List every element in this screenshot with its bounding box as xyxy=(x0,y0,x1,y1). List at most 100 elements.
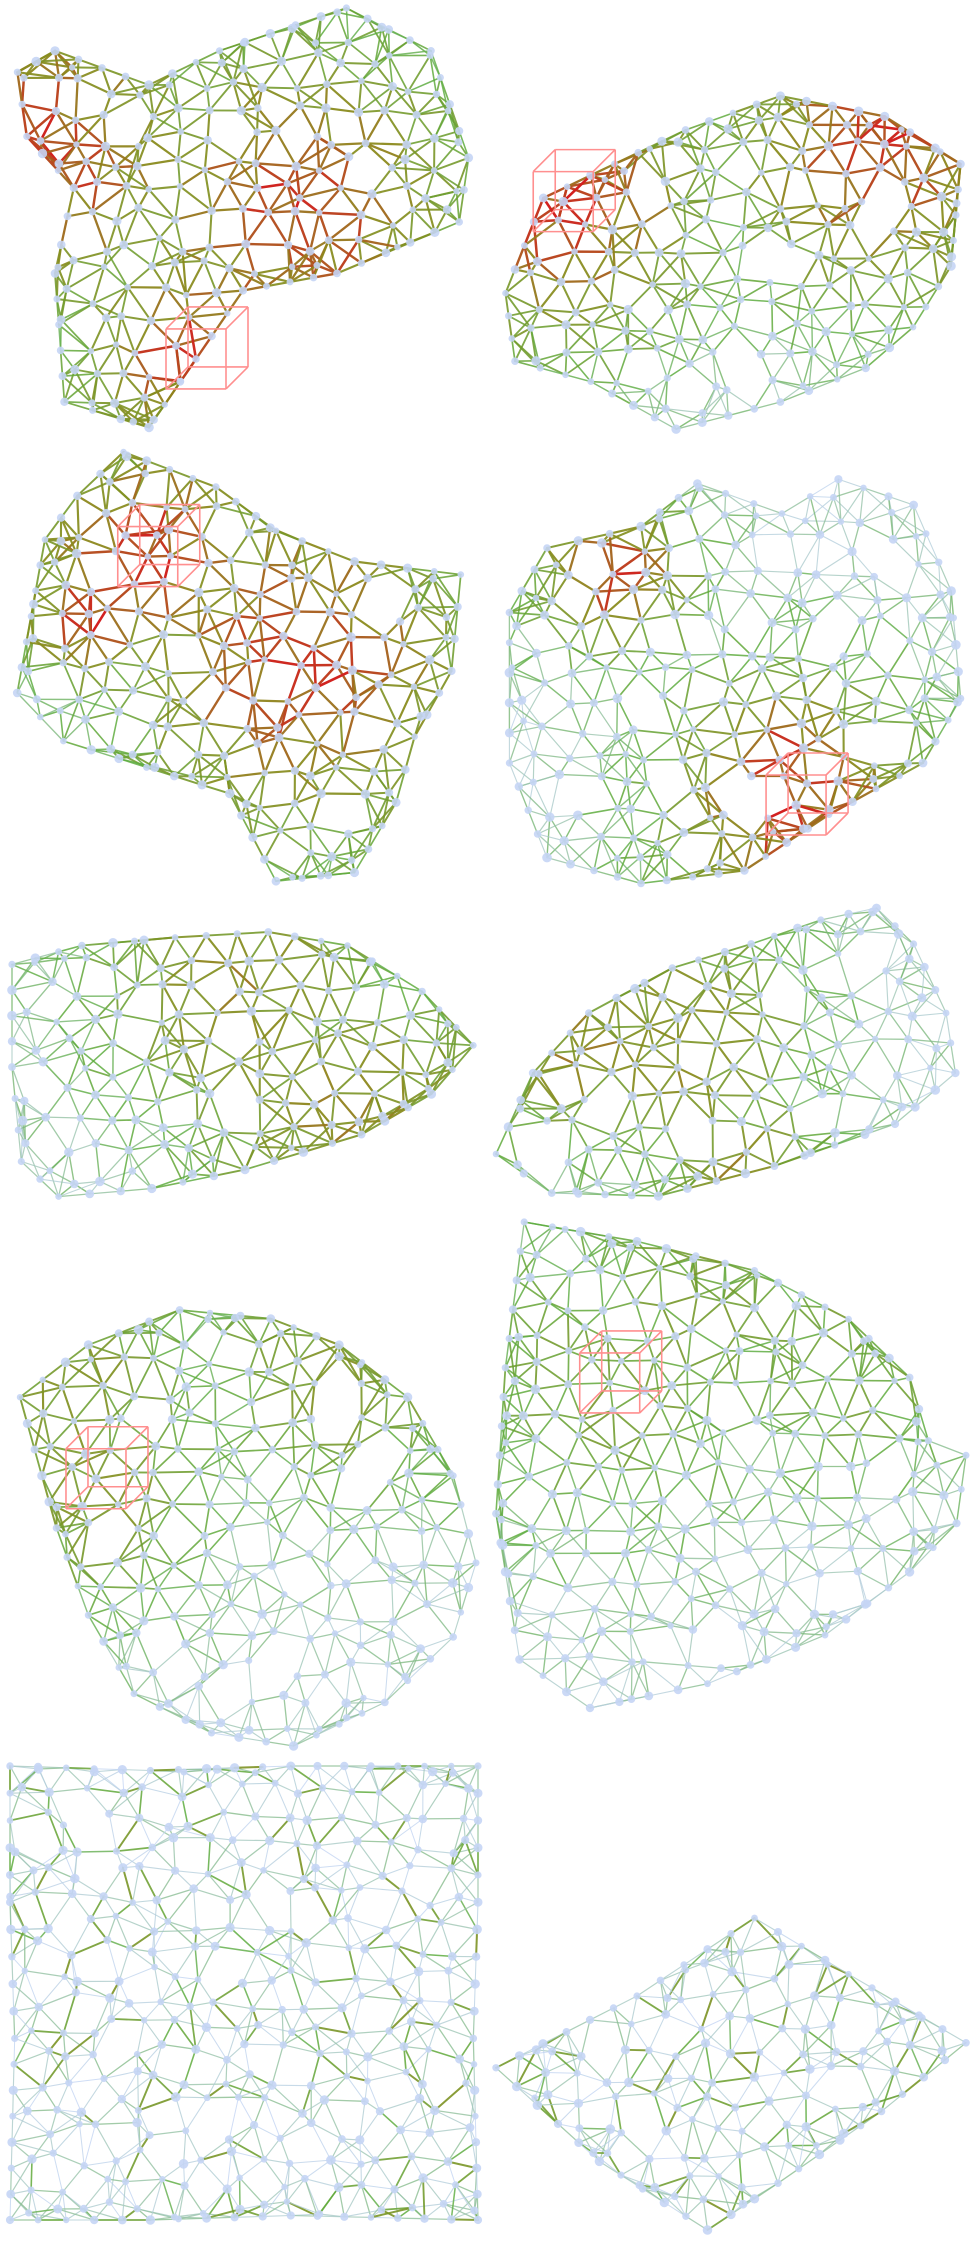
mesh-edge xyxy=(615,382,635,407)
mesh-node xyxy=(786,530,795,538)
mesh-node xyxy=(596,752,604,760)
mesh-node xyxy=(622,188,631,196)
mesh-edge xyxy=(333,1091,361,1123)
mesh-edge xyxy=(766,817,805,830)
mesh-edge xyxy=(435,1042,475,1047)
mesh-node xyxy=(223,178,232,186)
mesh-edge xyxy=(65,287,94,305)
mesh-edge xyxy=(273,1125,295,1162)
mesh-edge xyxy=(109,1449,136,1474)
mesh-edge xyxy=(923,697,937,743)
mesh-edge xyxy=(463,156,470,191)
mesh-edge xyxy=(307,576,332,614)
mesh-edge xyxy=(116,1534,155,1564)
mesh-node xyxy=(193,1119,203,1129)
mesh-edge xyxy=(303,1496,332,1532)
mesh-edge xyxy=(263,829,282,861)
mesh-edge xyxy=(632,814,665,839)
mesh-node xyxy=(369,957,376,965)
mesh-edge xyxy=(903,180,913,208)
mesh-node xyxy=(435,688,444,697)
mesh-edge xyxy=(145,1039,166,1064)
mesh-edge xyxy=(664,377,669,410)
mesh-node xyxy=(833,1040,843,1049)
mesh-node xyxy=(149,112,158,121)
mesh-edge xyxy=(810,1054,823,1095)
mesh-edge xyxy=(777,116,811,126)
mesh-node xyxy=(350,707,359,716)
mesh-edge xyxy=(302,1123,333,1154)
mesh-edge xyxy=(579,1049,613,1074)
mesh-edge xyxy=(99,450,125,475)
mesh-edge xyxy=(569,757,603,777)
mesh-node xyxy=(246,1006,257,1016)
mesh-edge xyxy=(190,775,229,779)
mesh-edge xyxy=(309,766,338,777)
mesh-edge xyxy=(308,1553,332,1587)
mesh-node xyxy=(689,873,697,881)
mesh-node xyxy=(661,663,670,671)
mesh-edge xyxy=(567,1119,573,1164)
mesh-node xyxy=(370,1090,379,1098)
mesh-edge xyxy=(293,935,336,959)
mesh-edge xyxy=(258,1072,294,1078)
mesh-edge xyxy=(45,1116,70,1153)
mesh-edge xyxy=(299,953,323,987)
mesh-edge xyxy=(279,829,312,854)
mesh-edge xyxy=(720,832,754,839)
mesh-edge xyxy=(910,176,925,208)
mesh-node xyxy=(601,176,609,183)
mesh-edge xyxy=(105,316,118,346)
mesh-node xyxy=(505,639,513,647)
mesh-edge xyxy=(156,1088,198,1103)
mesh-node xyxy=(342,4,350,12)
mesh-edge xyxy=(277,953,323,961)
mesh-node xyxy=(274,732,284,743)
mesh-node xyxy=(171,934,179,941)
mesh-node xyxy=(453,602,462,611)
mesh-edge xyxy=(669,204,707,221)
mesh-edge xyxy=(89,343,118,353)
mesh-edge xyxy=(733,733,742,763)
mesh-node xyxy=(853,137,862,145)
mesh-edge xyxy=(250,1010,261,1044)
mesh-node xyxy=(363,14,372,23)
mesh-edge xyxy=(89,350,99,375)
mesh-node xyxy=(176,377,185,386)
mesh-edge xyxy=(199,1060,240,1079)
mesh-edge xyxy=(698,514,726,540)
mesh-edge xyxy=(326,1528,355,1565)
mesh-edge xyxy=(658,251,687,285)
mesh-edge xyxy=(704,752,708,789)
mesh-edge xyxy=(571,1119,615,1137)
mesh-edge xyxy=(183,1344,211,1365)
mesh-edge xyxy=(239,1314,260,1345)
mesh-node xyxy=(562,348,571,357)
mesh-edge xyxy=(523,682,546,722)
mesh-edge xyxy=(250,1401,257,1429)
mesh-edge xyxy=(68,1037,87,1070)
mesh-edge xyxy=(707,614,723,655)
mesh-edge xyxy=(143,380,182,399)
mesh-edge xyxy=(817,723,845,741)
mesh-edge xyxy=(794,1131,836,1138)
mesh-edge xyxy=(152,1643,187,1673)
mesh-node xyxy=(240,37,250,47)
mesh-node xyxy=(561,320,571,330)
mesh-edge xyxy=(733,298,742,327)
mesh-node xyxy=(281,1099,290,1107)
mesh-node xyxy=(802,779,812,788)
mesh-edge xyxy=(241,207,247,246)
mesh-edge xyxy=(62,718,87,742)
mesh-node xyxy=(689,786,698,794)
mesh-edge xyxy=(408,1472,423,1501)
mesh-node xyxy=(612,732,621,741)
mesh-node xyxy=(86,587,96,597)
mesh-edge xyxy=(105,501,134,515)
mesh-edge xyxy=(356,1426,387,1446)
mesh-edge xyxy=(267,930,296,938)
mesh-edge xyxy=(314,1018,344,1041)
mesh-edge xyxy=(667,309,680,340)
mesh-edge xyxy=(624,753,648,785)
mesh-edge xyxy=(873,762,909,767)
